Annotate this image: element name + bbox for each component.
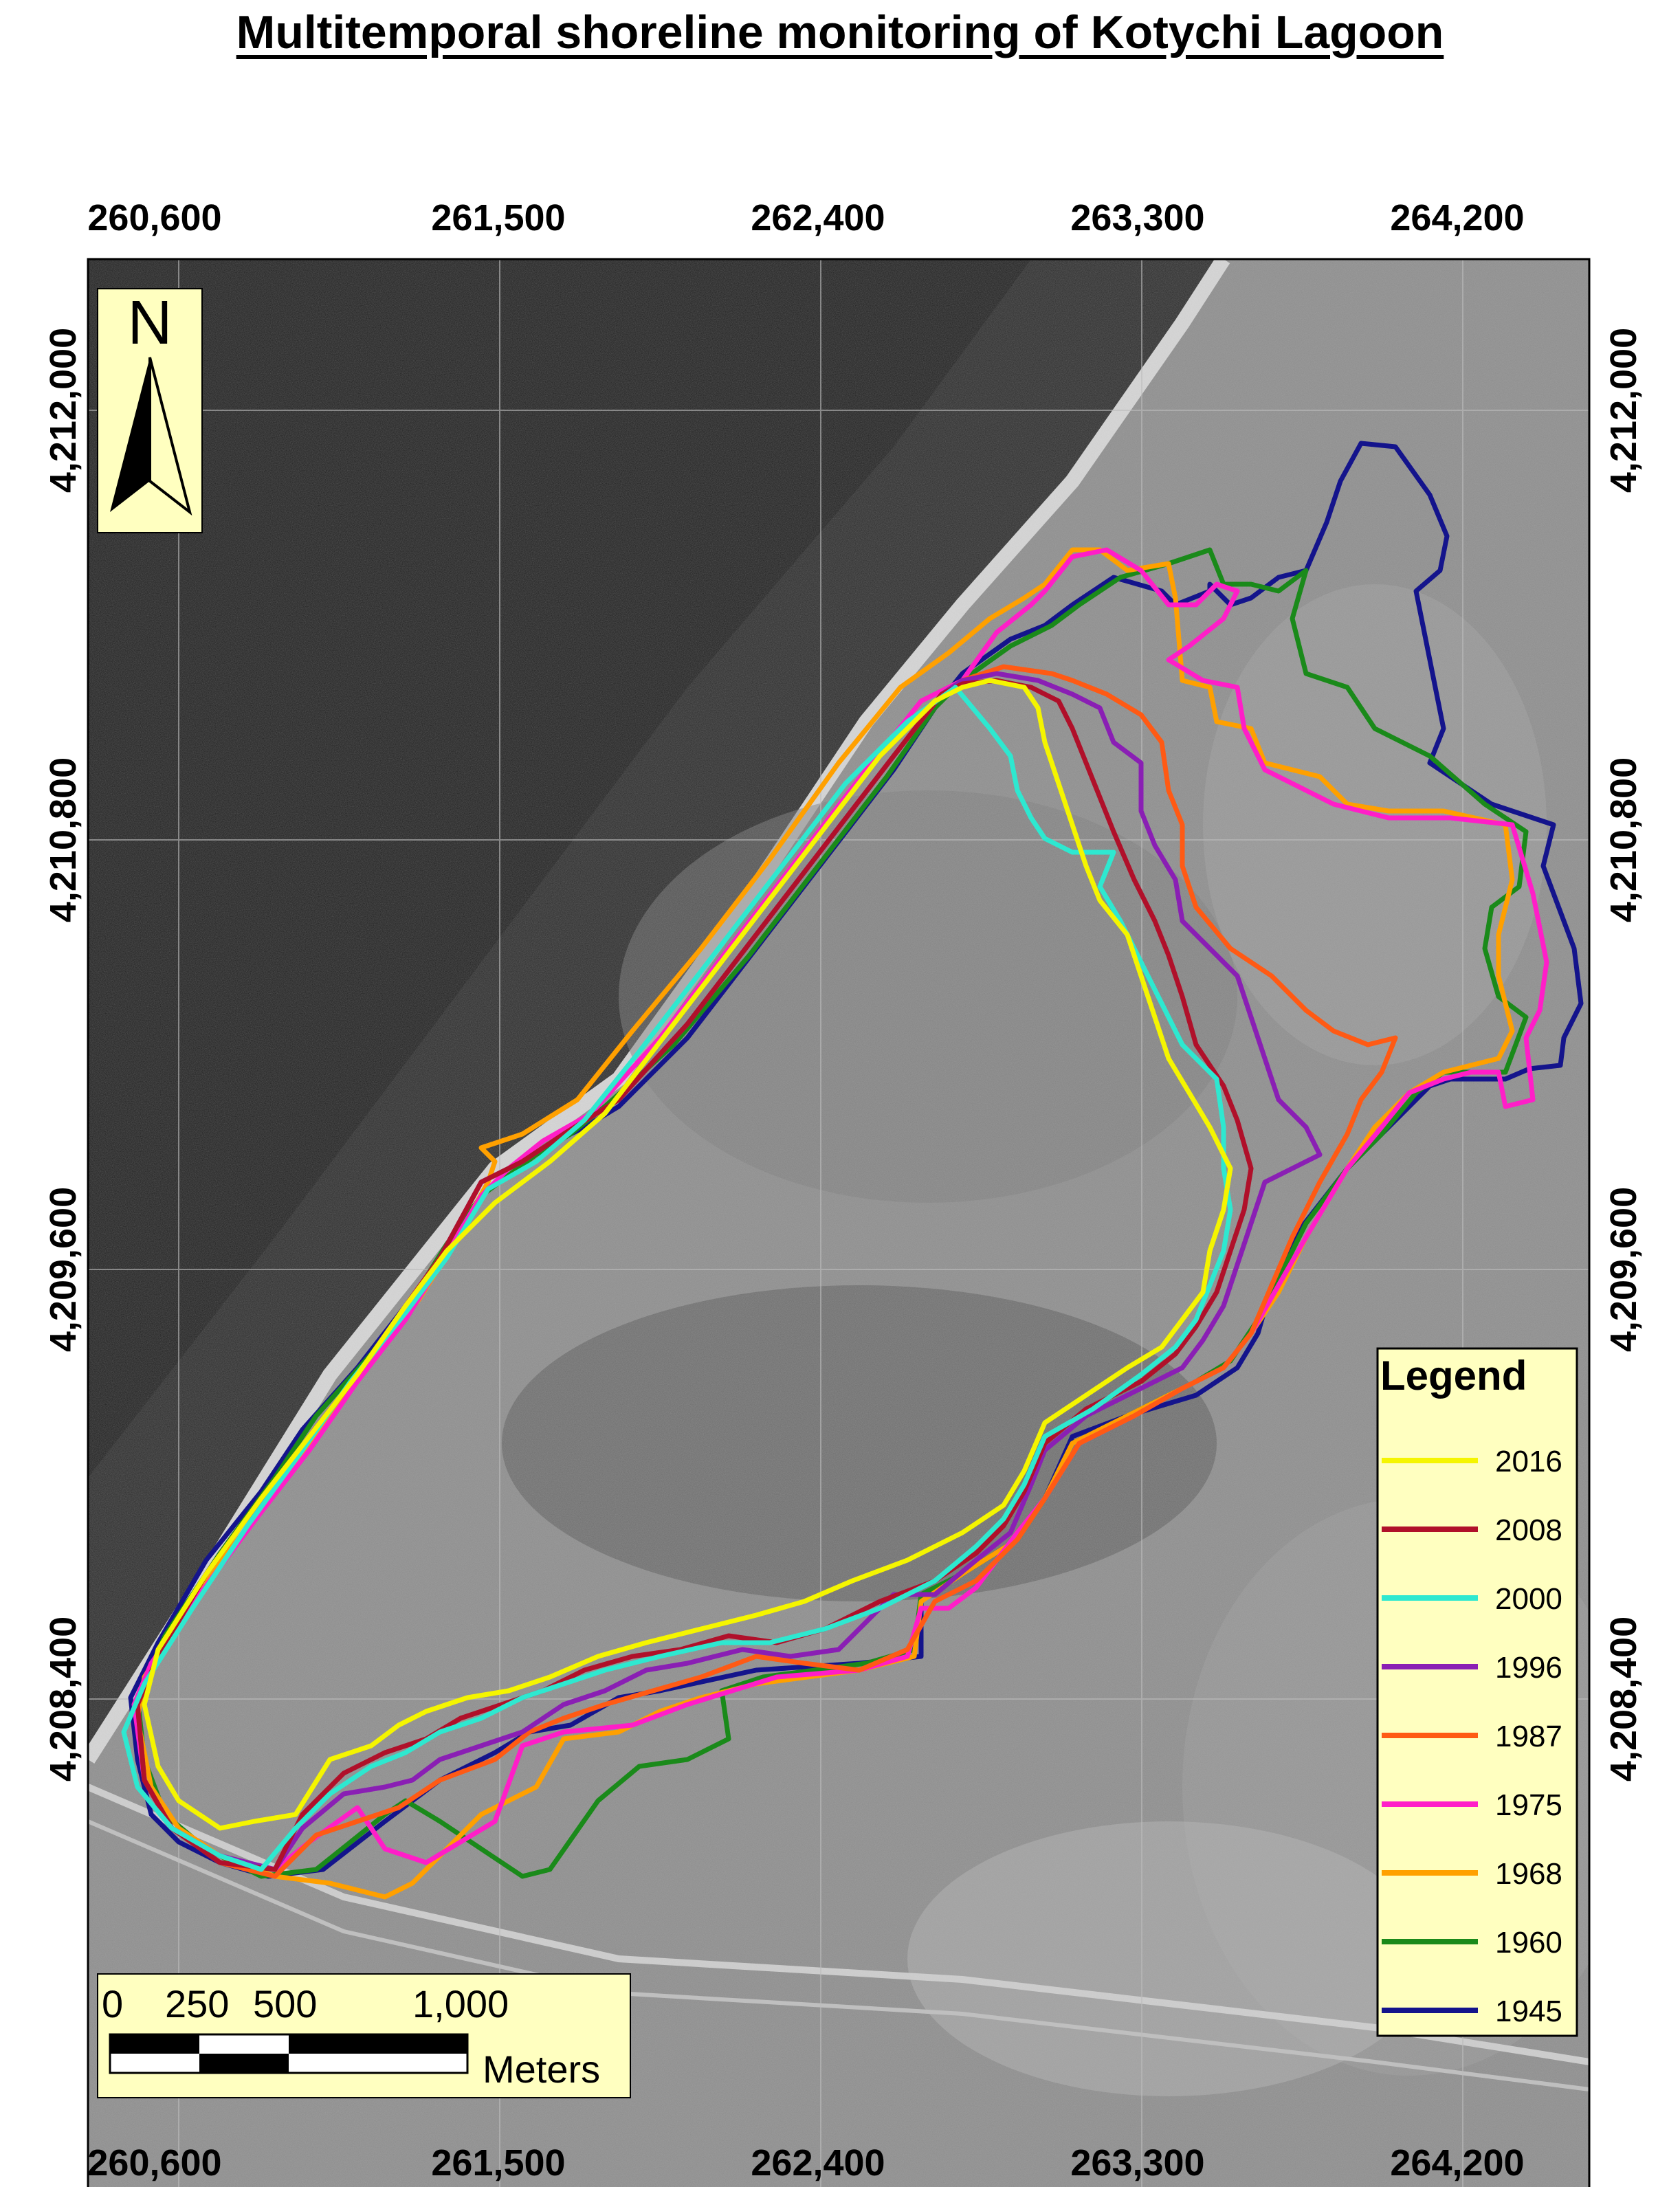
legend-item-1996: 1996 [1382, 1651, 1562, 1685]
x-axis-bottom: 260,600 261,500 262,400 263,300 264,200 [87, 2142, 1524, 2184]
legend-item-1987: 1987 [1382, 1720, 1562, 1753]
legend-label: 2008 [1495, 1513, 1562, 1547]
legend-label: 2000 [1495, 1582, 1562, 1616]
x-tick-label: 261,500 [431, 2142, 565, 2184]
y-tick-label: 4,212,000 [1603, 328, 1644, 493]
map-frame [87, 258, 1591, 2187]
y-tick-label: 4,209,600 [1603, 1187, 1644, 1352]
y-tick-label: 4,210,800 [1603, 757, 1644, 922]
x-tick-label: 262,400 [751, 2142, 885, 2184]
legend-item-2008: 2008 [1382, 1513, 1562, 1547]
y-tick-label: 4,209,600 [43, 1187, 84, 1352]
y-tick-label: 4,208,400 [1603, 1617, 1644, 1781]
x-tick-label: 262,400 [751, 197, 885, 238]
scale-unit: Meters [483, 2047, 600, 2091]
north-label: N [128, 289, 173, 357]
shoreline-1968 [135, 547, 1515, 1900]
scale-label-250: 250 [165, 1982, 229, 2025]
legend-label: 1975 [1495, 1788, 1562, 1822]
north-arrow: N [97, 288, 203, 533]
x-tick-label: 260,600 [87, 197, 221, 238]
x-tick-label: 261,500 [431, 197, 565, 238]
north-arrow-icon [110, 357, 192, 516]
scale-bar: 0 250 500 1,000 Meters [97, 1973, 631, 2098]
scale-bar-graphic [109, 2033, 469, 2074]
map-title: Multitemporal shoreline monitoring of Ko… [236, 6, 1444, 58]
legend-item-1945: 1945 [1382, 1995, 1562, 2028]
scale-label-500: 500 [253, 1982, 317, 2025]
y-tick-label: 4,208,400 [43, 1617, 84, 1781]
y-axis-left: 4,212,000 4,210,800 4,209,600 4,208,400 [43, 328, 84, 1781]
legend-label: 1996 [1495, 1651, 1562, 1685]
x-tick-label: 263,300 [1070, 2142, 1204, 2184]
legend-label: 1987 [1495, 1720, 1562, 1753]
legend-title: Legend [1380, 1353, 1527, 1399]
x-tick-label: 260,600 [87, 2142, 221, 2184]
scale-label-0: 0 [102, 1982, 123, 2025]
legend-label: 2016 [1495, 1445, 1562, 1478]
x-tick-label: 263,300 [1070, 197, 1204, 238]
legend-item-2000: 2000 [1382, 1582, 1562, 1616]
y-tick-label: 4,212,000 [43, 328, 84, 493]
y-tick-label: 4,210,800 [43, 757, 84, 922]
legend-label: 1960 [1495, 1926, 1562, 1960]
scale-label-1000: 1,000 [412, 1982, 509, 2025]
shoreline-layers [121, 441, 1584, 1900]
legend-label: 1945 [1495, 1995, 1562, 2028]
legend: Legend 2016 2008 2000 1996 1987 1975 1968 1960 1… [1376, 1347, 1578, 2037]
y-axis-right: 4,212,000 4,210,800 4,209,600 4,208,400 [1603, 328, 1644, 1781]
legend-item-1968: 1968 [1382, 1857, 1562, 1891]
x-tick-label: 264,200 [1390, 2142, 1524, 2184]
legend-item-2016: 2016 [1382, 1445, 1562, 1478]
legend-item-1960: 1960 [1382, 1926, 1562, 1960]
x-axis-top: 260,600 261,500 262,400 263,300 264,200 [87, 197, 1524, 238]
shoreline-2016 [142, 678, 1233, 1831]
legend-item-1975: 1975 [1382, 1788, 1562, 1822]
x-tick-label: 264,200 [1390, 197, 1524, 238]
legend-label: 1968 [1495, 1857, 1562, 1891]
